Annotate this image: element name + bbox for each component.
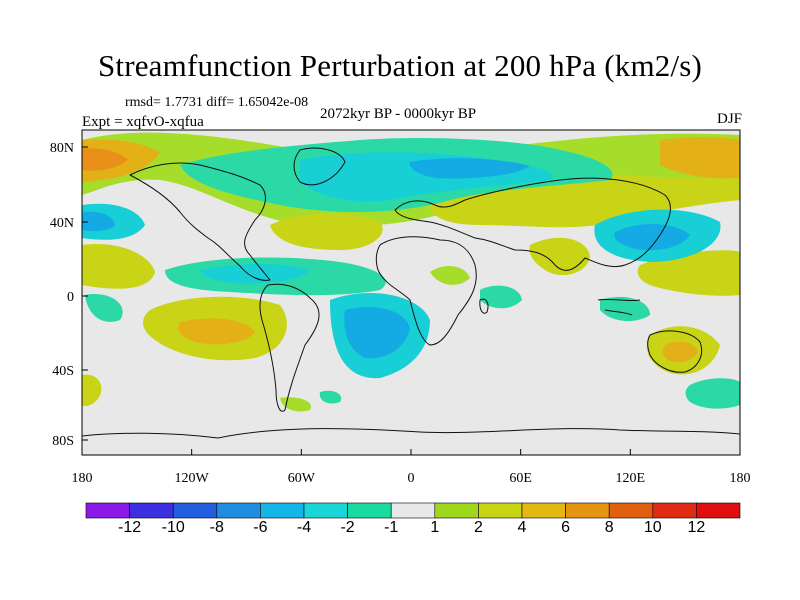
contour-positive-india xyxy=(529,237,590,276)
lon-tick-label: 60E xyxy=(509,471,532,486)
contour-positive-south-edge xyxy=(82,374,102,407)
colorbar-label: 12 xyxy=(688,519,706,536)
latitude-axis: 80N 40N 0 40S 80S xyxy=(50,141,88,449)
africa-coast xyxy=(375,236,477,346)
antarctica-coast xyxy=(82,428,740,439)
lat-tick-label: 40N xyxy=(50,216,74,231)
colorbar-label: -12 xyxy=(118,519,141,536)
lat-tick-label: 0 xyxy=(67,290,74,305)
colorbar-label: 1 xyxy=(430,519,439,536)
contour-negative-tropical-core xyxy=(200,264,310,284)
colorbar: -12 -10 -8 -6 -4 -2 -1 1 2 4 6 8 10 12 xyxy=(85,502,741,536)
lon-tick-label: 180 xyxy=(730,471,751,486)
contour-negative-arctic-core xyxy=(409,158,530,179)
contour-positive-east-pacific xyxy=(82,244,155,289)
season-label: DJF xyxy=(716,111,742,127)
colorbar-swatch xyxy=(260,502,305,519)
colorbar-swatch xyxy=(434,502,479,519)
colorbar-label: 10 xyxy=(644,519,662,536)
colorbar-swatch xyxy=(390,502,436,519)
chart-title: Streamfunction Perturbation at 200 hPa (… xyxy=(97,48,703,83)
contour-negative-japan-core xyxy=(614,224,690,251)
coastlines xyxy=(82,147,740,439)
contour-positive-africa xyxy=(430,266,470,285)
colorbar-label: -4 xyxy=(297,519,311,536)
lon-tick-label: 60W xyxy=(288,471,316,486)
south-america-coast xyxy=(259,283,320,412)
colorbar-label: -6 xyxy=(253,519,267,536)
colorbar-swatch xyxy=(565,502,610,519)
colorbar-label: -1 xyxy=(384,519,398,536)
lon-tick-label: 120W xyxy=(175,471,210,486)
colorbar-swatch xyxy=(521,502,566,519)
colorbar-label: -8 xyxy=(210,519,224,536)
north-america-coast xyxy=(129,162,271,281)
madagascar-coast xyxy=(479,298,489,314)
colorbar-swatch xyxy=(216,502,261,519)
colorbar-label: -10 xyxy=(162,519,185,536)
colorbar-swatch xyxy=(478,502,523,519)
contour-fields xyxy=(82,132,740,412)
colorbar-swatch xyxy=(696,502,741,519)
contour-positive-australia-core xyxy=(662,341,698,363)
lat-tick-label: 80S xyxy=(52,434,74,449)
colorbar-label: 4 xyxy=(518,519,527,536)
colorbar-swatch xyxy=(172,502,218,519)
lon-tick-label: 0 xyxy=(408,471,415,486)
lat-tick-label: 40S xyxy=(52,364,74,379)
colorbar-swatch xyxy=(608,502,654,519)
colorbar-swatch xyxy=(129,502,174,519)
colorbar-label: 8 xyxy=(605,519,614,536)
contour-negative-pacific-west-core xyxy=(82,211,115,232)
indonesia-coast xyxy=(597,298,641,316)
colorbar-swatch xyxy=(85,502,130,519)
experiment-label: Expt = xqfvO-xqfua xyxy=(82,114,204,130)
longitude-axis: 180 120W 60W 0 60E 120E 180 xyxy=(72,449,751,486)
contour-positive-west-pacific xyxy=(637,250,740,296)
contour-negative-southern-ocean xyxy=(685,378,740,409)
lon-tick-label: 120E xyxy=(616,471,646,486)
contour-positive-south-blob xyxy=(280,397,311,412)
colorbar-label: 2 xyxy=(474,519,483,536)
colorbar-swatch xyxy=(347,502,392,519)
stats-line: rmsd= 1.7731 diff= 1.65042e-08 xyxy=(125,95,309,110)
australia-coast xyxy=(647,330,703,373)
contour-positive-pacific-ne xyxy=(660,137,740,179)
colorbar-swatch xyxy=(652,502,697,519)
lat-tick-label: 80N xyxy=(50,141,74,156)
contour-positive-pacific-nw-core xyxy=(82,148,128,171)
colorbar-swatch xyxy=(303,502,348,519)
contour-negative-indian xyxy=(480,285,522,309)
contour-positive-atlantic xyxy=(270,213,383,250)
period-label: 2072kyr BP - 0000kyr BP xyxy=(320,106,477,122)
colorbar-label: 6 xyxy=(561,519,570,536)
greenland-coast xyxy=(293,147,346,186)
lon-tick-label: 180 xyxy=(72,471,93,486)
contour-positive-south-pacific-core xyxy=(178,318,255,345)
contour-negative-indonesia xyxy=(600,296,650,322)
eurasia-coast xyxy=(394,177,671,271)
colorbar-label: -2 xyxy=(340,519,354,536)
contour-negative-south-blob xyxy=(319,390,342,404)
contour-negative-south-atlantic-core xyxy=(344,306,410,359)
contour-negative-east-pacific xyxy=(85,294,123,322)
